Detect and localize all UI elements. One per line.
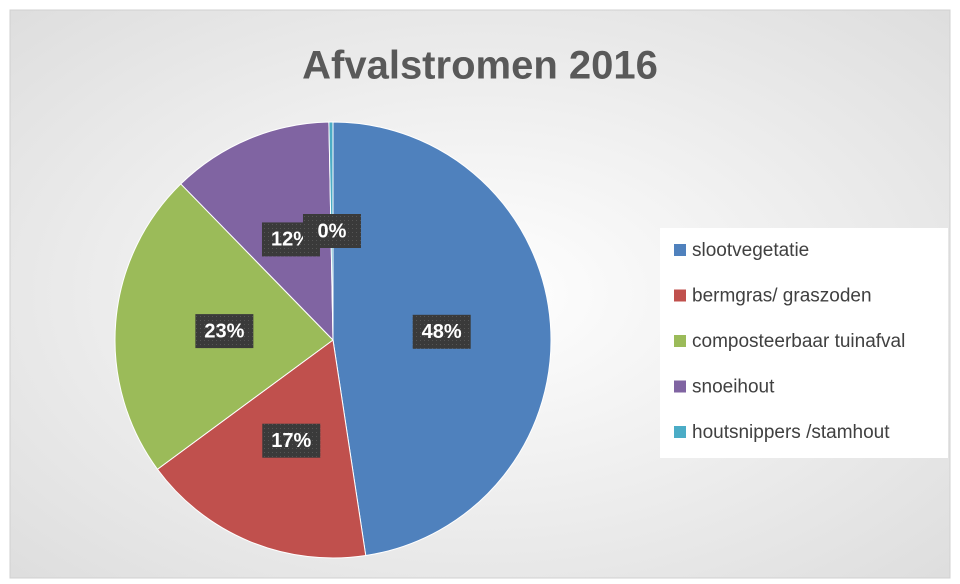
data-label: 17% — [271, 430, 311, 452]
legend-swatch — [674, 426, 686, 438]
legend-label: snoeihout — [692, 377, 775, 398]
legend-swatch — [674, 244, 686, 256]
legend-label: slootvegetatie — [692, 240, 809, 261]
data-label-box — [262, 423, 321, 458]
legend-swatch — [674, 335, 686, 347]
legend-label: houtsnippers /stamhout — [692, 422, 890, 443]
data-label-box — [302, 214, 361, 249]
data-label: 12% — [271, 229, 311, 251]
chart-title: Afvalstromen 2016 — [302, 44, 658, 88]
legend — [660, 228, 948, 458]
legend-swatch — [674, 380, 686, 393]
pie-slice — [180, 121, 334, 342]
data-label-box — [195, 314, 254, 349]
legend-label: bermgras/ graszoden — [692, 286, 872, 307]
legend-label: composteerbaar tuinafval — [692, 331, 905, 352]
data-label: 0% — [318, 220, 347, 242]
data-label: 23% — [204, 320, 244, 342]
legend-swatch — [674, 289, 686, 302]
data-label-box — [412, 314, 471, 349]
data-label: 48% — [422, 321, 462, 343]
pie-slice — [156, 339, 367, 559]
